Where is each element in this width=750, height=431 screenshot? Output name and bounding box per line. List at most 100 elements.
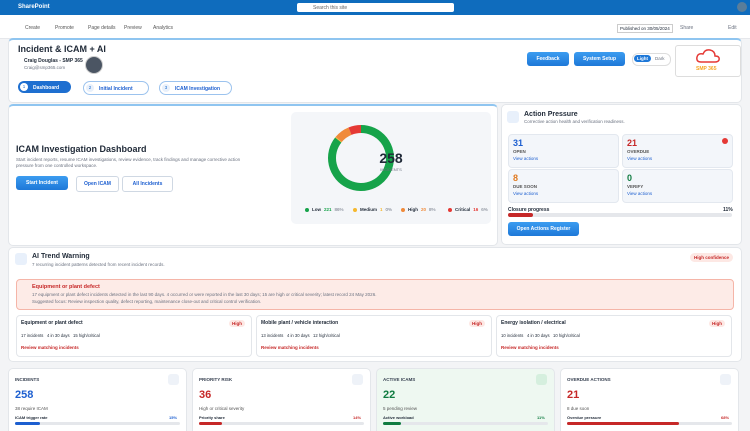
kpi-bar-value: 14% — [353, 415, 362, 420]
trend-card: AI Trend Warning 7 recurring incident pa… — [8, 247, 742, 362]
dashboard-title: ICAM Investigation Dashboard — [16, 144, 147, 154]
kpi-bar-label: ICAM trigger rate — [15, 415, 48, 420]
kpi-bar-label: Overdue pressure — [567, 415, 602, 420]
legend-item: Medium 1 0% — [353, 207, 392, 212]
tile-value: 8 — [513, 173, 519, 183]
pattern-link[interactable]: Review matching incidents — [21, 345, 79, 350]
pattern-stat: 4 in 30 days — [527, 333, 550, 338]
donut-segment — [328, 125, 394, 191]
tab-number: 1 — [20, 83, 28, 91]
legend-swatch — [401, 207, 405, 212]
progress-bar — [508, 213, 533, 217]
tile-link[interactable]: View actions — [513, 156, 539, 161]
progress-track — [508, 213, 732, 217]
action-title: Action Pressure — [524, 111, 578, 118]
kpi-sub: High or critical severity — [199, 406, 245, 411]
kpi-bar-track — [383, 422, 548, 425]
search-placeholder: Search this site — [313, 5, 348, 11]
pattern-title: Mobile plant / vehicle interaction — [261, 320, 339, 326]
published: Published on 30/05/2024 — [617, 24, 673, 33]
header-card: Incident & ICAM + AI Craig Douglas - SMP… — [8, 38, 742, 103]
command-item[interactable]: Promote — [55, 25, 74, 31]
tab[interactable]: 1 Dashboard — [18, 81, 71, 93]
feedback-button[interactable]: Feedback — [527, 52, 569, 66]
theme-toggle[interactable]: Light Dark — [632, 53, 671, 66]
dashboard-button[interactable]: Start Incident — [16, 176, 68, 190]
tile-link[interactable]: View actions — [513, 191, 539, 196]
command-item[interactable]: Create — [25, 25, 41, 31]
legend-count: 221 — [324, 207, 332, 212]
top-bar: SharePoint Search this site — [0, 0, 750, 15]
kpi-bar-label: Priority share — [199, 415, 225, 420]
dashboard-button[interactable]: Open ICAM — [76, 176, 119, 192]
action-icon — [507, 111, 519, 123]
legend-swatch — [353, 207, 357, 212]
progress-label: Closure progress — [508, 207, 550, 213]
pattern-card: Equipment or plant defect High 17 incident… — [16, 315, 252, 357]
donut-total: 258 — [379, 150, 403, 166]
command-item[interactable]: Analytics — [153, 25, 174, 31]
kpi-bar-value: 11% — [537, 415, 545, 420]
pattern-link[interactable]: Review matching incidents — [501, 345, 559, 350]
kpi-bar-value: 68% — [721, 415, 730, 420]
action-tile: 31 OPEN View actions — [508, 134, 619, 168]
actions-register-button[interactable]: Open Actions Register — [508, 222, 579, 236]
avatar[interactable] — [737, 2, 747, 12]
user-email: Craig@smp365.com — [24, 65, 66, 70]
logo-text: SMP 365 — [696, 66, 717, 72]
tab-number: 3 — [162, 84, 170, 92]
search-box[interactable]: Search this site — [297, 3, 454, 12]
command-item[interactable]: Page details — [88, 25, 116, 31]
app-name[interactable]: SharePoint — [18, 4, 50, 10]
tile-label: VERIFY — [627, 184, 644, 189]
kpi-icon — [720, 374, 731, 385]
user-photo — [85, 56, 103, 74]
tile-label: OVERDUE — [627, 149, 650, 154]
command-item[interactable]: Preview — [124, 25, 142, 31]
tile-link[interactable]: View actions — [627, 191, 653, 196]
pattern-title: Energy isolation / electrical — [501, 320, 566, 326]
action-card: Action Pressure Corrective action health… — [501, 104, 742, 245]
legend-name: Low — [312, 207, 321, 212]
tab-number: 2 — [86, 84, 94, 92]
logo-cloud — [696, 49, 720, 63]
tab[interactable]: 3 ICAM Investigation — [159, 81, 232, 95]
kpi-label: PRIORITY RISK — [199, 377, 233, 382]
legend-item: High 20 8% — [401, 207, 436, 212]
edit[interactable]: Edit — [728, 25, 737, 31]
kpi-bar-value: 15% — [169, 415, 178, 420]
dashboard-button[interactable]: All Incidents — [122, 176, 173, 192]
legend-count: 1 — [380, 207, 383, 212]
kpi-value: 258 — [15, 389, 34, 401]
theme-light[interactable]: Light — [634, 55, 651, 62]
tile-link[interactable]: View actions — [627, 156, 653, 161]
action-tile: 21 OVERDUE View actions — [622, 134, 733, 168]
page-title: Incident & ICAM + AI — [18, 44, 106, 54]
theme-dark[interactable]: Dark — [655, 56, 665, 61]
kpi-bar-label: Active workload — [383, 415, 414, 420]
dashboard-card: ICAM Investigation Dashboard Start incid… — [8, 104, 498, 246]
tile-value: 0 — [627, 173, 633, 183]
tile-value: 21 — [627, 138, 638, 148]
pattern-link[interactable]: Review matching incidents — [261, 345, 319, 350]
tab-label: Initial Incident — [99, 85, 133, 92]
pattern-stat: 10 high/critical — [553, 333, 580, 338]
tab[interactable]: 2 Initial Incident — [83, 81, 149, 95]
kpi-card: INCIDENTS 258 38 require ICAM ICAM trigger … — [8, 368, 187, 431]
setup-button[interactable]: System Setup — [574, 52, 625, 66]
pattern-title: Equipment or plant defect — [21, 320, 83, 326]
alert-text: 17 equipment or plant defect incidents d… — [32, 292, 377, 297]
kpi-bar-track — [15, 422, 180, 425]
legend-pct: 6% — [481, 207, 488, 212]
pattern-stat: 4 in 30 days — [287, 333, 310, 338]
pattern-stat: 10 incidents — [501, 333, 524, 338]
share[interactable]: Share — [680, 25, 694, 31]
kpi-sub: 5 pending review — [383, 406, 418, 411]
kpi-label: ACTIVE ICAMS — [383, 377, 416, 382]
pattern-stat: 17 incidents — [21, 333, 44, 338]
progress-value: 11% — [723, 207, 733, 213]
kpi-bar — [199, 422, 223, 425]
legend-item: Critical 16 6% — [448, 207, 488, 212]
action-subtitle: Corrective action health and verificatio… — [524, 119, 625, 124]
action-tile: 8 DUE SOON View actions — [508, 169, 619, 203]
